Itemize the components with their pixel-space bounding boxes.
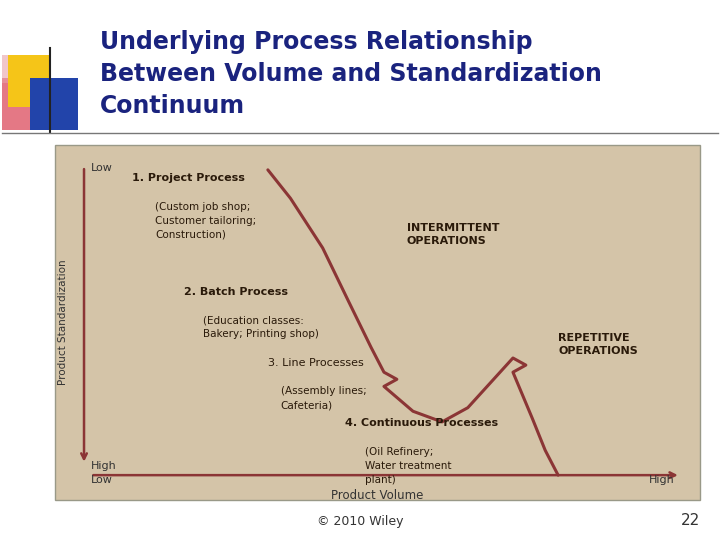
Text: 22: 22 — [680, 513, 700, 528]
Bar — [55, 145, 700, 500]
Text: High: High — [91, 461, 116, 471]
Bar — [30, 78, 78, 130]
Text: Continuum: Continuum — [100, 94, 245, 118]
Text: Underlying Process Relationship: Underlying Process Relationship — [100, 30, 533, 54]
Text: 1. Project Process: 1. Project Process — [132, 173, 246, 184]
FancyBboxPatch shape — [2, 78, 37, 130]
Text: Low: Low — [91, 163, 112, 173]
Text: High: High — [649, 475, 674, 485]
Text: REPETITIVE
OPERATIONS: REPETITIVE OPERATIONS — [558, 333, 638, 356]
Text: (Custom job shop;
Customer tailoring;
Construction): (Custom job shop; Customer tailoring; Co… — [155, 202, 256, 240]
Text: INTERMITTENT
OPERATIONS: INTERMITTENT OPERATIONS — [407, 223, 499, 246]
Text: Between Volume and Standardization: Between Volume and Standardization — [100, 62, 602, 86]
Text: 2. Batch Process: 2. Batch Process — [184, 287, 288, 297]
Text: 3. Line Processes: 3. Line Processes — [268, 358, 364, 368]
FancyBboxPatch shape — [2, 55, 32, 83]
Bar — [8, 55, 50, 107]
Text: Low: Low — [91, 475, 112, 485]
Text: 4. Continuous Processes: 4. Continuous Processes — [346, 418, 498, 428]
Text: Product Volume: Product Volume — [331, 489, 423, 502]
Text: (Assembly lines;
Cafeteria): (Assembly lines; Cafeteria) — [281, 387, 366, 410]
Text: Product Standardization: Product Standardization — [58, 260, 68, 386]
Text: (Oil Refinery;
Water treatment
plant): (Oil Refinery; Water treatment plant) — [364, 447, 451, 485]
Text: (Education classes:
Bakery; Printing shop): (Education classes: Bakery; Printing sho… — [203, 315, 319, 340]
Text: © 2010 Wiley: © 2010 Wiley — [317, 515, 403, 528]
